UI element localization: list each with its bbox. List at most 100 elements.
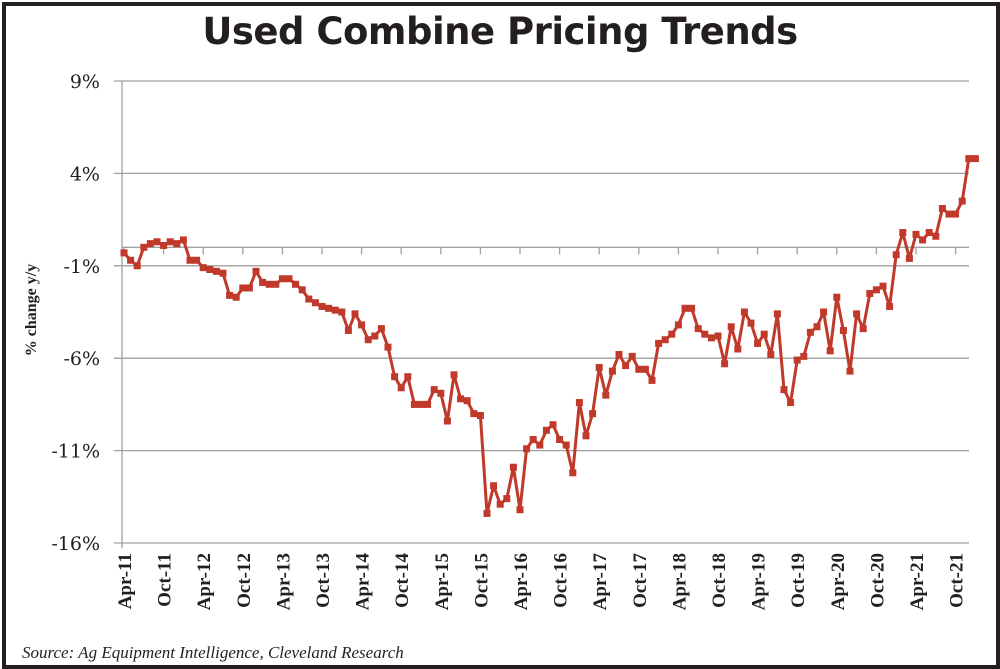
data-point bbox=[457, 395, 465, 403]
data-point bbox=[292, 280, 300, 288]
data-point bbox=[430, 386, 438, 394]
data-point bbox=[153, 238, 161, 246]
data-point bbox=[226, 291, 234, 299]
data-point bbox=[773, 310, 781, 318]
y-tick-label: -6% bbox=[63, 348, 100, 370]
x-tick-label: Oct-17 bbox=[630, 553, 651, 608]
data-point bbox=[410, 400, 418, 408]
data-point bbox=[384, 343, 392, 351]
data-point bbox=[391, 373, 399, 381]
data-point bbox=[859, 325, 867, 333]
x-tick-label: Apr-16 bbox=[511, 553, 532, 610]
series-line-path bbox=[122, 157, 976, 515]
x-tick-label: Oct-13 bbox=[313, 553, 334, 608]
data-point bbox=[483, 509, 491, 517]
x-tick-label: Oct-14 bbox=[392, 553, 413, 608]
data-point bbox=[450, 371, 458, 379]
data-point bbox=[866, 290, 874, 298]
data-point bbox=[853, 310, 861, 318]
data-point bbox=[311, 299, 319, 307]
data-point bbox=[641, 365, 649, 373]
data-point bbox=[166, 238, 174, 246]
data-point bbox=[793, 356, 801, 364]
x-tick-label: Apr-18 bbox=[669, 553, 690, 610]
data-point bbox=[628, 352, 636, 360]
x-tick-label: Apr-13 bbox=[273, 553, 294, 610]
data-point bbox=[694, 325, 702, 333]
data-point bbox=[754, 339, 762, 347]
data-point bbox=[595, 363, 603, 371]
data-point bbox=[714, 332, 722, 340]
data-point bbox=[529, 436, 537, 444]
data-point bbox=[443, 417, 451, 425]
x-tick-label: Oct-19 bbox=[788, 553, 809, 608]
data-point bbox=[608, 367, 616, 375]
data-point bbox=[173, 240, 181, 248]
data-point bbox=[490, 482, 498, 490]
data-point bbox=[721, 360, 729, 368]
x-axis bbox=[122, 246, 969, 255]
data-point bbox=[635, 365, 643, 373]
data-point bbox=[133, 262, 141, 270]
data-point bbox=[602, 391, 610, 399]
data-point bbox=[338, 308, 346, 316]
data-point bbox=[958, 197, 966, 205]
y-axis-label: % change y/y bbox=[23, 264, 40, 356]
data-point bbox=[668, 330, 676, 338]
x-tick-label: Oct-15 bbox=[471, 553, 492, 608]
data-point bbox=[252, 267, 260, 275]
data-point bbox=[503, 495, 511, 503]
data-point bbox=[509, 463, 517, 471]
x-tick-label: Apr-15 bbox=[432, 553, 453, 610]
data-point bbox=[212, 267, 220, 275]
data-point bbox=[199, 264, 207, 272]
data-point bbox=[701, 330, 709, 338]
data-point bbox=[648, 376, 656, 384]
data-point bbox=[331, 306, 339, 314]
data-point bbox=[569, 469, 577, 477]
x-tick-label: Oct-18 bbox=[709, 553, 730, 608]
data-point bbox=[655, 339, 663, 347]
data-point bbox=[219, 269, 227, 277]
data-point bbox=[965, 155, 973, 163]
data-point bbox=[278, 275, 286, 283]
data-point bbox=[463, 397, 471, 405]
data-point bbox=[562, 441, 570, 449]
data-point bbox=[358, 321, 366, 329]
y-tick-label: 4% bbox=[70, 163, 100, 185]
data-point bbox=[575, 399, 583, 407]
data-point bbox=[582, 432, 590, 440]
source-note: Source: Ag Equipment Intelligence, Cleve… bbox=[22, 643, 404, 662]
data-point bbox=[886, 302, 894, 310]
y-tick-label: -16% bbox=[51, 533, 100, 555]
data-point bbox=[140, 243, 148, 251]
data-point bbox=[377, 325, 385, 333]
data-point bbox=[298, 286, 306, 294]
data-point bbox=[556, 436, 564, 444]
data-point bbox=[344, 326, 352, 334]
data-point bbox=[707, 334, 715, 342]
data-point bbox=[925, 229, 933, 237]
x-tick-label: Oct-21 bbox=[947, 553, 968, 608]
data-point bbox=[760, 330, 768, 338]
data-point bbox=[318, 302, 326, 310]
data-point bbox=[265, 280, 273, 288]
data-point bbox=[681, 304, 689, 312]
x-tick-label: Oct-16 bbox=[551, 553, 572, 608]
data-point bbox=[846, 367, 854, 375]
data-point bbox=[905, 254, 913, 262]
data-point bbox=[259, 278, 267, 286]
data-point bbox=[892, 251, 900, 259]
data-point bbox=[536, 441, 544, 449]
data-point bbox=[397, 384, 405, 392]
x-tick-label: Apr-14 bbox=[353, 553, 374, 611]
x-tick-label: Apr-17 bbox=[590, 553, 611, 611]
y-tick-labels: 9% 4% -1% -6% -11% -16% bbox=[51, 71, 100, 555]
data-point bbox=[813, 323, 821, 331]
data-point bbox=[160, 241, 168, 249]
data-point bbox=[239, 284, 247, 292]
data-point bbox=[899, 229, 907, 237]
data-point bbox=[971, 155, 979, 163]
